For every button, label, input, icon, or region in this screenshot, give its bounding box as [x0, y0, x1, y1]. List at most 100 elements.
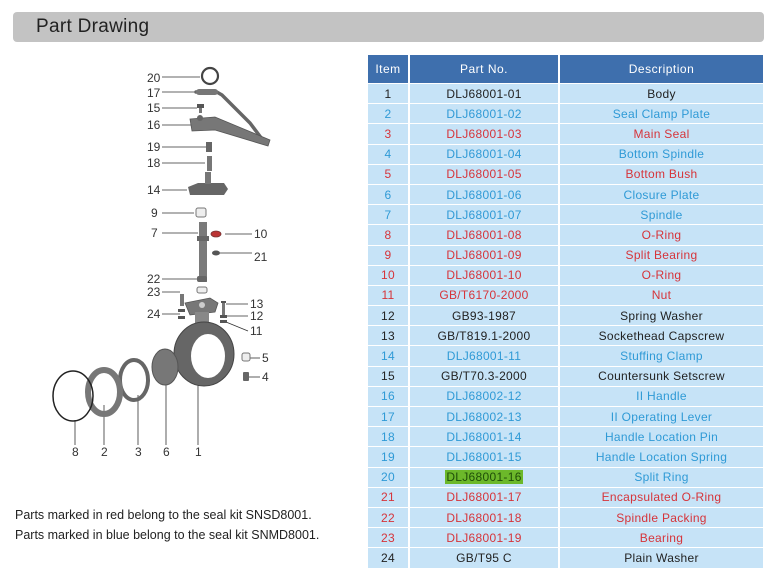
- section-title-bar: Part Drawing: [13, 12, 764, 42]
- description-cell: Handle Location Spring: [560, 447, 763, 467]
- part-number-cell: DLJ68001-17: [410, 487, 558, 507]
- description-cell: Body: [560, 84, 763, 104]
- callout-8: 8: [72, 445, 79, 459]
- description-cell: II Handle: [560, 386, 763, 406]
- red-seal-kit-note: Parts marked in red belong to the seal k…: [15, 508, 312, 522]
- table-row: 21 DLJ68001-17 Encapsulated O-Ring: [368, 487, 763, 507]
- table-row: 18 DLJ68001-14 Handle Location Pin: [368, 427, 763, 447]
- table-row: 14 DLJ68001-11 Stuffing Clamp: [368, 346, 763, 366]
- part-number-cell: DLJ68001-11: [410, 346, 558, 366]
- item-cell: 20: [368, 467, 408, 487]
- seal-kit-notes: Parts marked in red belong to the seal k…: [15, 505, 319, 545]
- table-row: 10 DLJ68001-10 O-Ring: [368, 265, 763, 285]
- callout-17: 17: [147, 86, 161, 100]
- description-cell: Sockethead Capscrew: [560, 326, 763, 346]
- description-cell: Countersunk Setscrew: [560, 366, 763, 386]
- item-cell: 5: [368, 164, 408, 184]
- description-cell: Plain Washer: [560, 548, 763, 568]
- part-number-cell: DLJ68001-18: [410, 507, 558, 528]
- description-cell: O-Ring: [560, 225, 763, 245]
- description-cell: Stuffing Clamp: [560, 346, 763, 366]
- part-number-cell: GB93-1987: [410, 306, 558, 326]
- table-row: 17 DLJ68002-13 II Operating Lever: [368, 407, 763, 427]
- column-header-item: Item: [368, 55, 408, 83]
- callout-12: 12: [250, 309, 264, 323]
- description-cell: Handle Location Pin: [560, 427, 763, 447]
- parts-table: Item Part No. Description 1 DLJ68001-01 Bo…: [366, 54, 765, 569]
- item-cell: 19: [368, 447, 408, 467]
- callout-6: 6: [163, 445, 170, 459]
- description-cell: Closure Plate: [560, 184, 763, 205]
- description-cell: O-Ring: [560, 265, 763, 285]
- item-cell: 23: [368, 528, 408, 548]
- item-cell: 7: [368, 205, 408, 225]
- callout-14: 14: [147, 183, 161, 197]
- item-cell: 24: [368, 548, 408, 568]
- part-number-cell: GB/T6170-2000: [410, 285, 558, 306]
- part-number-cell: GB/T70.3-2000: [410, 366, 558, 386]
- callout-1: 1: [195, 445, 202, 459]
- part-number-cell: DLJ68001-09: [410, 245, 558, 265]
- part-number-cell: DLJ68001-03: [410, 124, 558, 144]
- column-header-part-no: Part No.: [410, 55, 558, 83]
- description-cell: Encapsulated O-Ring: [560, 487, 763, 507]
- table-row: 11 GB/T6170-2000 Nut: [368, 285, 763, 306]
- table-row: 3 DLJ68001-03 Main Seal: [368, 124, 763, 144]
- valve-exploded-view-illustration: [52, 66, 271, 445]
- table-row: 7 DLJ68001-07 Spindle: [368, 205, 763, 225]
- part-number-cell: DLJ68001-07: [410, 205, 558, 225]
- part-number-cell: DLJ68001-04: [410, 144, 558, 164]
- table-row: 15 GB/T70.3-2000 Countersunk Setscrew: [368, 366, 763, 386]
- table-row: 16 DLJ68002-12 II Handle: [368, 386, 763, 406]
- part-number-cell: DLJ68002-12: [410, 386, 558, 406]
- item-cell: 12: [368, 306, 408, 326]
- part-number-cell: DLJ68001-02: [410, 104, 558, 124]
- item-cell: 18: [368, 427, 408, 447]
- table-row: 20 DLJ68001-16 Split Ring: [368, 467, 763, 487]
- table-row: 9 DLJ68001-09 Split Bearing: [368, 245, 763, 265]
- item-cell: 15: [368, 366, 408, 386]
- parts-table-body: 1 DLJ68001-01 Body 2 DLJ68001-02 Seal Clamp P…: [368, 84, 763, 568]
- callout-5: 5: [262, 351, 269, 365]
- table-row: 2 DLJ68001-02 Seal Clamp Plate: [368, 104, 763, 124]
- part-number-cell: DLJ68002-13: [410, 407, 558, 427]
- part-number-cell: GB/T819.1-2000: [410, 326, 558, 346]
- table-row: 8 DLJ68001-08 O-Ring: [368, 225, 763, 245]
- parts-table-header: Item Part No. Description: [368, 55, 763, 83]
- callout-16: 16: [147, 118, 161, 132]
- description-cell: Bottom Spindle: [560, 144, 763, 164]
- item-cell: 8: [368, 225, 408, 245]
- item-cell: 9: [368, 245, 408, 265]
- table-row: 4 DLJ68001-04 Bottom Spindle: [368, 144, 763, 164]
- blue-seal-kit-note: Parts marked in blue belong to the seal …: [15, 528, 320, 542]
- part-number-cell: DLJ68001-05: [410, 164, 558, 184]
- callout-15: 15: [147, 101, 161, 115]
- description-cell: Spring Washer: [560, 306, 763, 326]
- callout-9: 9: [151, 206, 158, 220]
- callout-11: 11: [250, 324, 263, 338]
- item-cell: 6: [368, 184, 408, 205]
- table-row: 12 GB93-1987 Spring Washer: [368, 306, 763, 326]
- table-row: 19 DLJ68001-15 Handle Location Spring: [368, 447, 763, 467]
- item-cell: 3: [368, 124, 408, 144]
- description-cell: Spindle Packing: [560, 507, 763, 528]
- part-number-cell: DLJ68001-08: [410, 225, 558, 245]
- description-cell: Bottom Bush: [560, 164, 763, 184]
- item-cell: 17: [368, 407, 408, 427]
- table-row: 24 GB/T95 C Plain Washer: [368, 548, 763, 568]
- table-row: 6 DLJ68001-06 Closure Plate: [368, 184, 763, 205]
- item-cell: 4: [368, 144, 408, 164]
- callout-24: 24: [147, 307, 161, 321]
- table-row: 22 DLJ68001-18 Spindle Packing: [368, 507, 763, 528]
- callout-4: 4: [262, 370, 269, 384]
- item-cell: 16: [368, 386, 408, 406]
- description-cell: II Operating Lever: [560, 407, 763, 427]
- callout-7: 7: [151, 226, 158, 240]
- description-cell: Split Bearing: [560, 245, 763, 265]
- item-cell: 1: [368, 84, 408, 104]
- description-cell: Main Seal: [560, 124, 763, 144]
- item-cell: 13: [368, 326, 408, 346]
- part-number-cell: DLJ68001-06: [410, 184, 558, 205]
- table-row: 5 DLJ68001-05 Bottom Bush: [368, 164, 763, 184]
- callout-2: 2: [101, 445, 108, 459]
